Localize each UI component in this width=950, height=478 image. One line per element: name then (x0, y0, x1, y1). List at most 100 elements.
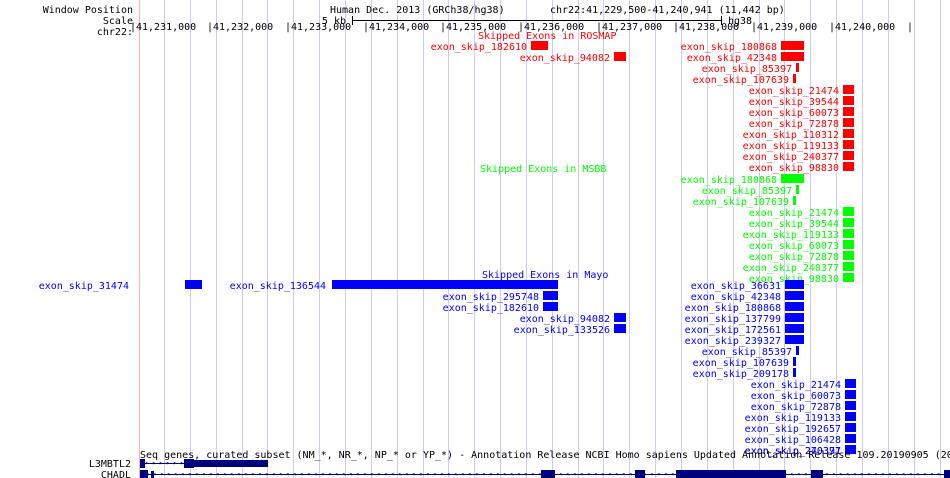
feature-label[interactable]: exon_skip_39544 (748, 97, 839, 108)
feature-label[interactable]: exon_skip_240377 (742, 152, 839, 163)
feature-label[interactable]: exon_skip_107639 (692, 358, 789, 369)
feature-block[interactable] (843, 262, 854, 271)
feature-label[interactable]: exon_skip_72878 (748, 252, 839, 263)
feature-block[interactable] (843, 96, 854, 105)
feature-block[interactable] (843, 129, 854, 138)
feature-block[interactable] (785, 324, 804, 333)
feature-block[interactable] (843, 140, 854, 149)
feature-block[interactable] (785, 313, 804, 322)
feature-label[interactable]: exon_skip_21474 (750, 380, 841, 391)
feature-block[interactable] (785, 291, 804, 300)
feature-block[interactable] (845, 390, 856, 399)
feature-label[interactable]: exon_skip_180868 (684, 303, 781, 314)
feature-label[interactable]: exon_skip_85397 (701, 186, 792, 197)
gene-exon-block[interactable] (151, 471, 154, 478)
feature-label[interactable]: exon_skip_94082 (519, 314, 610, 325)
feature-label[interactable]: exon_skip_239327 (684, 336, 781, 347)
feature-block[interactable] (793, 357, 796, 366)
feature-block[interactable] (185, 280, 202, 289)
gene-exon-block[interactable] (194, 460, 268, 467)
feature-label[interactable]: exon_skip_31474 (38, 281, 129, 292)
feature-label[interactable]: exon_skip_180868 (680, 42, 777, 53)
feature-block[interactable] (785, 335, 804, 344)
feature-label[interactable]: exon_skip_180868 (680, 175, 777, 186)
feature-label[interactable]: exon_skip_172561 (684, 325, 781, 336)
feature-label[interactable]: exon_skip_42348 (690, 292, 781, 303)
feature-label[interactable]: exon_skip_182610 (430, 42, 527, 53)
feature-block[interactable] (843, 229, 854, 238)
feature-label[interactable]: exon_skip_106428 (744, 435, 841, 446)
feature-block[interactable] (614, 313, 626, 322)
feature-block[interactable] (796, 63, 799, 72)
feature-label[interactable]: exon_skip_119133 (742, 230, 839, 241)
feature-block[interactable] (843, 162, 854, 171)
feature-block[interactable] (531, 41, 548, 50)
feature-block[interactable] (843, 118, 854, 127)
gene-exon-block[interactable] (944, 470, 950, 478)
feature-block[interactable] (843, 240, 854, 249)
feature-label[interactable]: exon_skip_36631 (690, 281, 781, 292)
feature-label[interactable]: exon_skip_240377 (744, 446, 841, 457)
feature-label[interactable]: exon_skip_21474 (748, 208, 839, 219)
feature-label[interactable]: exon_skip_270391 (744, 446, 841, 457)
feature-label[interactable]: exon_skip_60073 (750, 391, 841, 402)
feature-label[interactable]: exon_skip_119133 (744, 413, 841, 424)
feature-label[interactable]: exon_skip_240377 (742, 263, 839, 274)
gene-name-chadl[interactable]: CHADL (100, 470, 131, 478)
feature-block[interactable] (614, 324, 626, 333)
feature-block[interactable] (845, 445, 856, 454)
feature-label[interactable]: exon_skip_295748 (442, 292, 539, 303)
gene-exon-block[interactable] (676, 470, 786, 478)
feature-label[interactable]: exon_skip_72878 (748, 119, 839, 130)
feature-label[interactable]: exon_skip_137799 (684, 314, 781, 325)
feature-block[interactable] (785, 302, 804, 311)
feature-label[interactable]: exon_skip_85397 (701, 64, 792, 75)
feature-block[interactable] (843, 207, 854, 216)
feature-label[interactable]: exon_skip_21474 (748, 86, 839, 97)
feature-label[interactable]: exon_skip_85397 (701, 347, 792, 358)
feature-block[interactable] (843, 251, 854, 260)
feature-block[interactable] (793, 74, 796, 83)
feature-block[interactable] (793, 368, 796, 377)
feature-block[interactable] (845, 423, 856, 432)
feature-block[interactable] (843, 218, 854, 227)
feature-block[interactable] (543, 291, 558, 300)
feature-block[interactable] (781, 52, 804, 61)
feature-label[interactable]: exon_skip_107639 (692, 197, 789, 208)
feature-label[interactable]: exon_skip_110312 (742, 130, 839, 141)
gene-exon-block[interactable] (184, 459, 194, 468)
feature-block[interactable] (845, 379, 856, 388)
feature-block[interactable] (845, 434, 856, 443)
feature-block[interactable] (845, 412, 856, 421)
gene-exon-block[interactable] (140, 470, 148, 478)
feature-block[interactable] (781, 174, 804, 183)
feature-label[interactable]: exon_skip_119133 (742, 141, 839, 152)
feature-label[interactable]: exon_skip_133526 (513, 325, 610, 336)
feature-label[interactable]: exon_skip_60073 (748, 241, 839, 252)
feature-block[interactable] (785, 280, 804, 289)
feature-label[interactable]: exon_skip_98830 (748, 163, 839, 174)
feature-block[interactable] (843, 273, 854, 282)
feature-label[interactable]: exon_skip_107639 (692, 75, 789, 86)
feature-block[interactable] (793, 196, 796, 205)
feature-label[interactable]: exon_skip_136544 (229, 281, 326, 292)
feature-block[interactable] (843, 151, 854, 160)
gene-name-l3mbtl2[interactable]: L3MBTL2 (88, 459, 131, 470)
gene-exon-block[interactable] (811, 470, 823, 478)
feature-block[interactable] (843, 107, 854, 116)
gene-exon-block[interactable] (635, 470, 645, 478)
feature-block[interactable] (614, 52, 626, 61)
feature-label[interactable]: exon_skip_60073 (748, 108, 839, 119)
feature-label[interactable]: exon_skip_42348 (686, 53, 777, 64)
feature-block[interactable] (543, 302, 558, 311)
gene-exon-block[interactable] (140, 459, 145, 468)
feature-block[interactable] (332, 280, 558, 289)
feature-block[interactable] (796, 185, 799, 194)
feature-block[interactable] (845, 401, 856, 410)
feature-block[interactable] (843, 85, 854, 94)
feature-label[interactable]: exon_skip_98830 (683, 274, 839, 285)
feature-label[interactable]: exon_skip_39544 (748, 219, 839, 230)
feature-label[interactable]: exon_skip_209178 (692, 369, 789, 380)
feature-block[interactable] (796, 346, 799, 355)
